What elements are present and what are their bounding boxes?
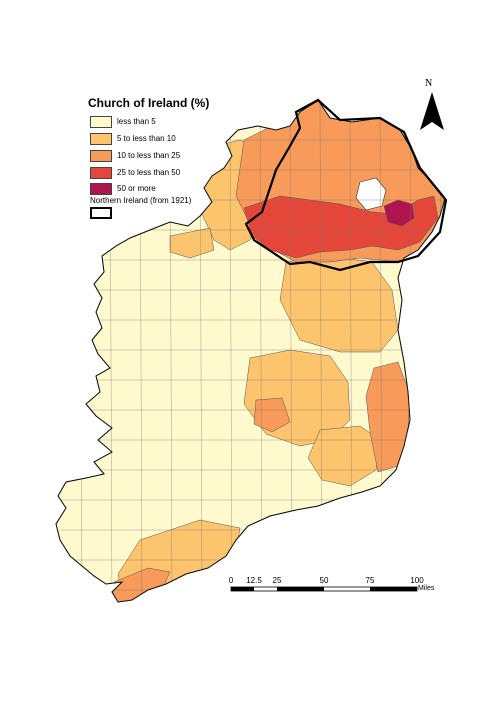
legend-label: 50 or more (117, 184, 156, 193)
legend-boundary-swatch (90, 207, 112, 219)
legend-swatch (90, 116, 112, 128)
legend-title: Church of Ireland (%) (88, 96, 210, 110)
region-5-10-southeast (307, 425, 381, 487)
legend-swatch (90, 133, 112, 145)
region-10-25-midland-patch (253, 397, 291, 433)
scale-tick-label: 75 (365, 576, 375, 585)
category-regions (60, 100, 445, 602)
scale-tick-label: 25 (272, 576, 282, 585)
scale-tick-label: 12.5 (246, 576, 262, 585)
legend-label: less than 5 (117, 117, 156, 126)
region-5-10-west (169, 227, 215, 259)
northern-ireland-boundary (244, 98, 448, 272)
legend-swatch (90, 167, 112, 179)
legend-boundary-label: Northern Ireland (from 1921) (90, 196, 192, 205)
north-label: N (425, 78, 433, 89)
legend-label: 5 to less than 10 (117, 134, 176, 143)
legend-label: 25 to less than 50 (117, 168, 181, 177)
legend-swatch (90, 183, 112, 195)
scale-tick-label: 0 (228, 576, 234, 585)
legend-swatch (90, 150, 112, 162)
scale-tick-label: 50 (319, 576, 329, 585)
north-arrow (420, 92, 444, 130)
scale-unit-label: Miles (418, 585, 435, 592)
scale-bar (230, 586, 418, 592)
legend-label: 10 to less than 25 (117, 151, 181, 160)
north-arrow-icon (420, 92, 444, 130)
scale-tick-label: 100 (410, 576, 424, 585)
lough-neagh (355, 177, 387, 211)
